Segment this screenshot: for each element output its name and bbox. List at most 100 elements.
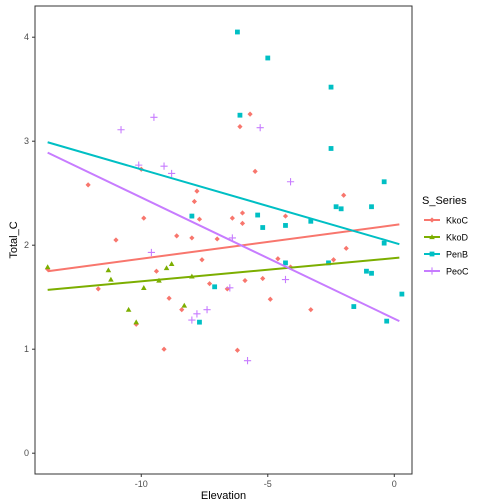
legend-key-marker	[429, 251, 435, 257]
data-point	[194, 188, 200, 194]
data-point	[191, 198, 198, 205]
trend-line-KkoD	[47, 256, 400, 291]
data-point	[174, 233, 180, 239]
legend-item-KkoC: KkoC	[424, 216, 469, 226]
data-point	[260, 225, 266, 230]
data-point	[326, 260, 331, 266]
data-point	[234, 347, 241, 353]
data-point	[95, 286, 101, 292]
legend-label: KkoD	[446, 233, 469, 243]
legend-key-marker	[428, 267, 436, 275]
data-point	[242, 277, 248, 284]
data-point	[85, 182, 91, 188]
data-point	[179, 307, 185, 313]
data-point	[140, 285, 147, 290]
data-point	[150, 113, 158, 121]
data-point	[343, 245, 349, 251]
y-tick-label: 1	[24, 344, 29, 354]
plot-panel-border	[34, 5, 413, 475]
data-point	[212, 284, 218, 290]
data-point	[308, 218, 314, 224]
data-point	[113, 237, 119, 243]
data-point	[338, 206, 344, 212]
data-point	[125, 306, 132, 312]
data-point	[351, 304, 357, 309]
y-tick-label: 4	[24, 32, 29, 42]
data-point	[214, 236, 220, 242]
x-tick-label: 0	[392, 479, 397, 489]
legend-label: KkoC	[446, 216, 469, 226]
data-point	[166, 295, 172, 301]
data-point	[199, 257, 205, 263]
data-point	[341, 192, 347, 198]
data-point	[282, 213, 289, 219]
data-point	[189, 235, 195, 241]
data-point	[281, 275, 290, 284]
data-point	[239, 220, 246, 226]
data-point	[147, 248, 155, 257]
data-point	[188, 316, 196, 324]
trend-line-PenB	[47, 141, 400, 246]
axes: -10 -5 0 0 1 2 3 4	[24, 32, 397, 489]
data-point	[237, 124, 243, 130]
legend-item-PeoC: PeoC	[424, 267, 469, 277]
data-point	[255, 212, 261, 218]
data-point	[108, 276, 114, 282]
data-point	[381, 179, 387, 185]
data-point	[161, 346, 167, 352]
data-point	[160, 162, 168, 170]
data-point	[193, 310, 201, 318]
y-tick-label: 0	[24, 448, 29, 458]
data-point	[369, 204, 374, 210]
legend-item-PenB: PenB	[424, 250, 468, 260]
data-point	[381, 240, 387, 246]
data-point	[330, 257, 337, 263]
data-point	[247, 111, 253, 117]
data-point	[141, 215, 147, 221]
data-point	[243, 357, 252, 365]
x-tick-label: -5	[264, 479, 272, 489]
y-tick-label: 3	[24, 136, 29, 146]
y-tick-label: 2	[24, 240, 29, 250]
data-point	[163, 265, 170, 271]
data-point	[328, 84, 334, 90]
data-point	[384, 318, 390, 324]
data-point	[117, 126, 125, 134]
data-point	[239, 210, 246, 216]
data-point	[235, 29, 240, 35]
data-point	[44, 264, 51, 270]
data-point	[203, 306, 211, 314]
data-point	[153, 268, 160, 274]
x-axis-title: Elevation	[201, 490, 246, 502]
data-point	[196, 216, 203, 222]
data-point	[275, 256, 281, 262]
legend-key-marker	[429, 217, 435, 223]
data-point	[133, 319, 140, 325]
data-point	[265, 55, 271, 61]
data-point	[168, 169, 176, 178]
data-point	[189, 213, 195, 219]
trend-line-KkoC	[47, 223, 400, 273]
data-point	[333, 204, 339, 210]
data-point	[260, 275, 266, 282]
data-point	[328, 146, 334, 151]
data-point	[229, 215, 235, 221]
data-point	[168, 261, 175, 267]
data-point	[226, 284, 234, 292]
data-point	[252, 168, 258, 174]
data-point	[283, 260, 288, 266]
y-axis-title: Total_C	[8, 221, 20, 258]
legend-item-KkoD: KkoD	[424, 233, 469, 243]
data-point	[135, 161, 143, 169]
data-point	[206, 281, 213, 287]
data-point	[267, 296, 273, 302]
data-point	[308, 307, 314, 313]
series-PeoC-points	[117, 113, 295, 365]
plot-marks	[44, 29, 405, 365]
data-point	[256, 124, 264, 132]
legend: S_Series KkoC KkoD PenB PeoC	[422, 195, 469, 277]
data-point	[369, 270, 374, 276]
x-tick-label: -10	[135, 479, 148, 489]
legend-label: PenB	[446, 250, 468, 260]
